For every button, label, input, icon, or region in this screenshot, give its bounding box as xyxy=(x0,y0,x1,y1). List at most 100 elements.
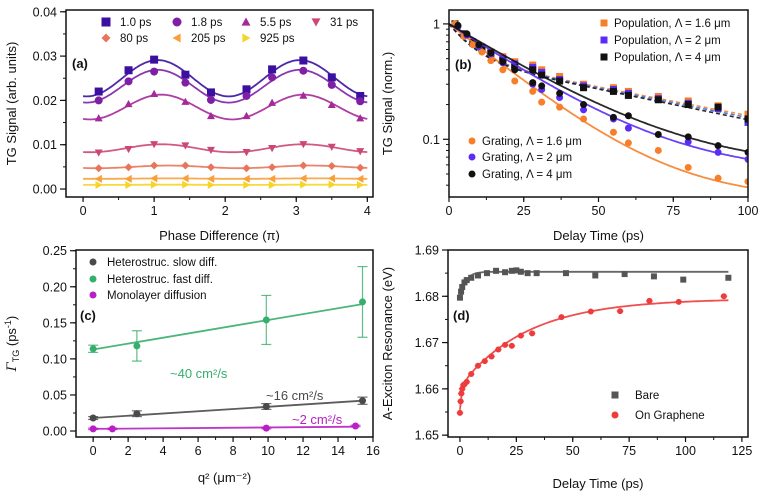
diffusion-annotation: ~40 cm²/s xyxy=(170,366,228,381)
data-point xyxy=(456,294,463,301)
plot-frame xyxy=(447,249,749,438)
data-point xyxy=(650,273,657,280)
legend-marker xyxy=(600,53,608,61)
legend-marker xyxy=(172,17,182,27)
legend: Population, Λ = 1.6 μm Population, Λ = 2 … xyxy=(468,18,730,181)
x-tick-label: 100 xyxy=(738,204,759,218)
x-tick-label: 25 xyxy=(517,204,531,218)
fit-line xyxy=(92,303,363,351)
legend-entry: 5.5 ps xyxy=(241,17,292,29)
data-point xyxy=(463,277,470,284)
data-point xyxy=(562,270,569,277)
x-tick-label: 16 xyxy=(366,444,380,458)
data-point xyxy=(533,270,540,277)
data-point xyxy=(468,274,475,281)
data-point xyxy=(680,276,687,283)
data-point xyxy=(621,271,628,278)
y-label-symbol: Γ xyxy=(5,361,20,372)
series-grating-4-m xyxy=(449,21,748,156)
data-point xyxy=(242,174,250,183)
legend-label: 5.5 ps xyxy=(260,17,292,29)
data-point xyxy=(513,267,520,274)
data-point xyxy=(714,148,722,156)
data-point xyxy=(456,409,463,416)
data-point xyxy=(124,77,133,86)
plot-frame xyxy=(448,9,749,198)
data-point xyxy=(89,425,97,433)
plot-area xyxy=(82,55,368,190)
x-axis-label: q² (μm⁻²) xyxy=(198,470,251,485)
data-point xyxy=(299,161,308,170)
data-point xyxy=(356,163,365,172)
data-point xyxy=(206,146,215,155)
data-point xyxy=(493,267,500,274)
panel-label: (d) xyxy=(453,308,470,323)
legend-marker xyxy=(89,275,97,283)
data-point xyxy=(684,163,692,171)
data-point xyxy=(529,79,537,87)
legend-entry: 1.0 ps xyxy=(101,17,152,29)
legend-label: Grating, Λ = 4 μm xyxy=(482,169,572,181)
y-tick-label: 1 xyxy=(433,17,440,31)
data-point xyxy=(624,124,632,132)
data-point xyxy=(94,87,103,96)
data-point xyxy=(538,82,546,90)
data-point xyxy=(587,308,594,315)
data-point xyxy=(182,180,190,189)
data-point xyxy=(268,65,277,74)
data-point xyxy=(511,66,519,74)
y-tick-label: 0.00 xyxy=(43,425,67,439)
panel-a: 0 1 2 3 4 0.00 0.01 0.02 0.03 0.04 Phase Differenc… xyxy=(4,5,374,243)
data-point xyxy=(463,30,471,38)
data-point xyxy=(475,362,481,369)
plot-frame xyxy=(75,249,374,438)
legend-label: Grating, Λ = 1.6 μm xyxy=(482,136,582,148)
legend-entry: Heterostruc. slow diff. xyxy=(89,257,217,269)
series-205-ps xyxy=(83,174,368,183)
x-tick-label: 3 xyxy=(293,204,300,218)
y-axis-label: TG Signal (arb. units) xyxy=(4,42,19,166)
data-point xyxy=(478,48,486,56)
y-tick-label: 1.65 xyxy=(415,429,439,443)
data-point xyxy=(327,80,336,89)
data-point xyxy=(744,178,748,186)
legend-entry: Monolayer diffusion xyxy=(89,290,207,302)
data-point xyxy=(529,66,537,74)
panel-b: 0 25 50 75 100 0.1 1 Delay Time (ps) TG Signal (… xyxy=(380,9,759,243)
data-point xyxy=(206,163,215,172)
x-tick-label: 8 xyxy=(230,444,237,458)
data-point xyxy=(299,56,308,65)
data-point xyxy=(242,111,251,120)
y-tick-label: 1.69 xyxy=(415,244,439,258)
data-point xyxy=(268,145,277,153)
data-point xyxy=(744,148,748,156)
data-point xyxy=(744,115,748,123)
data-point xyxy=(502,341,509,348)
data-point xyxy=(124,66,133,75)
legend-label: 80 ps xyxy=(120,33,148,45)
x-tick-label: 1 xyxy=(151,204,158,218)
x-tick-label: 100 xyxy=(675,444,696,458)
data-point xyxy=(654,96,662,104)
series-bare xyxy=(456,267,732,301)
x-tick-label: 12 xyxy=(296,444,310,458)
y-tick-label: 1.68 xyxy=(415,290,439,304)
x-tick-label: 4 xyxy=(364,204,371,218)
series-5-5-ps xyxy=(82,89,368,122)
legend-label: 1.0 ps xyxy=(120,17,152,29)
fit-line xyxy=(449,23,748,160)
data-point xyxy=(242,91,251,100)
data-point xyxy=(181,78,190,87)
legend-marker xyxy=(242,33,251,43)
x-tick-label: 0 xyxy=(80,204,87,218)
legend-label: Population, Λ = 4 μm xyxy=(614,52,721,64)
data-point xyxy=(487,49,495,57)
series-925-ps xyxy=(83,180,368,190)
data-point xyxy=(181,70,190,79)
data-point xyxy=(262,316,270,324)
data-point xyxy=(459,284,466,291)
data-point xyxy=(352,422,360,430)
data-point xyxy=(475,41,483,49)
legend-entry: Grating, Λ = 4 μm xyxy=(468,169,572,181)
data-point xyxy=(487,57,495,65)
